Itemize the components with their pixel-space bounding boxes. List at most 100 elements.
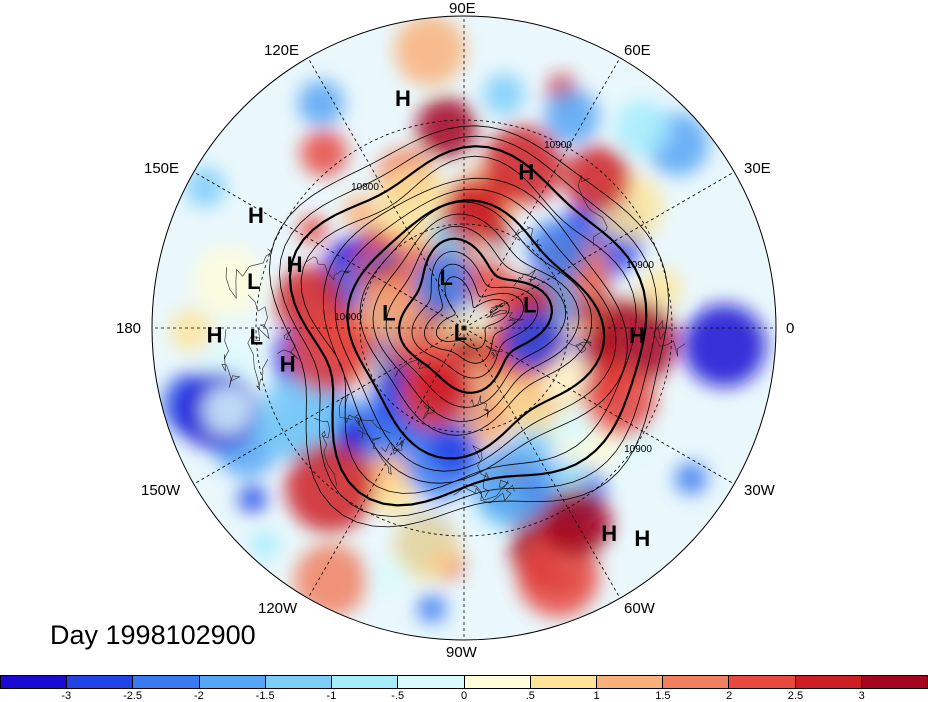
anomaly-blob (615, 99, 671, 155)
colorbar-swatch (464, 676, 531, 688)
anomaly-blob (541, 488, 612, 559)
colorbar-tick-label: -1.5 (255, 690, 275, 702)
anomaly-blob (285, 442, 376, 533)
coastlines (221, 174, 686, 504)
height-contour (278, 135, 658, 517)
contour-value-label: 10900 (624, 444, 652, 455)
coastline-segment (306, 256, 352, 281)
high-pressure-marker: H (634, 526, 650, 551)
anomaly-blob (468, 260, 519, 311)
colorbar-tick-label: 1.5 (655, 690, 671, 702)
colorbar-swatch (199, 676, 266, 688)
lon-label-0: 0 (786, 320, 795, 337)
colorbar-swatch (398, 676, 465, 688)
coastline-segment (513, 269, 537, 287)
height-contour (268, 125, 669, 528)
meridian-line (307, 57, 465, 329)
latitude-circle (255, 119, 673, 537)
anomaly-blob (526, 220, 587, 280)
low-pressure-marker: L (247, 269, 260, 294)
coastline-segment (314, 417, 338, 487)
lon-label-60w: 60W (624, 600, 655, 617)
anomaly-blob (250, 530, 280, 560)
meridian-line (193, 171, 465, 329)
height-contour (435, 276, 510, 350)
anomaly-blob (639, 267, 682, 310)
high-pressure-marker: H (601, 521, 617, 546)
anomaly-field (162, 16, 766, 624)
low-pressure-marker: L (382, 301, 395, 326)
lat-lon-grid (152, 16, 776, 640)
low-pressure-marker: L (523, 292, 536, 317)
low-pressure-marker: L (250, 325, 263, 350)
coastline-segment (471, 444, 490, 498)
coastline-segment (453, 479, 510, 500)
colorbar-tick-label: -2.5 (123, 690, 143, 702)
coastline-segment (221, 329, 241, 388)
anomaly-blob (201, 384, 253, 436)
coastline-segment (514, 226, 542, 253)
colorbar-tick-label: -2 (193, 690, 204, 702)
lon-label-30e: 30E (744, 160, 771, 177)
colorbar-swatch (861, 676, 928, 688)
contour-value-label: 10000 (334, 312, 362, 323)
colorbar-swatch (332, 676, 399, 688)
low-pressure-marker: L (454, 320, 467, 345)
colorbar-swatch (795, 676, 862, 688)
anomaly-blob (393, 515, 460, 581)
height-contour (411, 250, 539, 379)
height-contour (385, 226, 567, 408)
height-contour (423, 263, 524, 364)
coastline-segment (465, 484, 515, 504)
contour-value-label: 10900 (626, 260, 654, 271)
anomaly-blob (544, 89, 600, 145)
meridian-line (463, 327, 735, 485)
high-pressure-marker: H (395, 86, 411, 111)
height-contour (372, 213, 580, 422)
anomaly-blob (394, 16, 466, 86)
colorbar-swatch (133, 676, 200, 688)
coastline-segment (653, 319, 686, 357)
height-contour (300, 155, 637, 494)
anomaly-blob (193, 246, 262, 316)
anomaly-blob (294, 543, 368, 617)
anomaly-blob (253, 379, 335, 461)
anomaly-blob (552, 405, 596, 448)
contour-labels: 10900 10800 10900 10900 10000 (334, 140, 654, 455)
anomaly-blob (368, 556, 409, 597)
anomaly-blob (453, 332, 485, 363)
lon-label-150w: 150W (141, 482, 181, 499)
colorbar-swatch (265, 676, 333, 688)
lon-label-120w: 120W (258, 600, 298, 617)
contour-value-label: 10900 (544, 140, 572, 151)
colorbar-tick-label: 3 (858, 690, 865, 702)
anomaly-blob (414, 252, 476, 315)
high-pressure-marker: H (280, 351, 296, 376)
anomaly-blob (184, 167, 226, 208)
lon-label-120e: 120E (264, 42, 300, 59)
lon-label-90e: 90E (449, 0, 476, 17)
map-boundary (151, 15, 777, 641)
lon-label-30w: 30W (744, 482, 775, 499)
high-pressure-marker: H (287, 252, 303, 277)
coastline-segment (489, 301, 505, 313)
meridian-line (193, 327, 465, 485)
anomaly-blob (342, 195, 378, 231)
high-pressure-marker: H (518, 160, 534, 185)
anomaly-blob (412, 359, 463, 410)
contour-value-label: 10800 (351, 182, 379, 193)
high-pressure-marker: H (248, 203, 264, 228)
lon-label-90w: 90W (446, 644, 477, 661)
anomaly-blob (300, 129, 348, 177)
anomaly-blob (563, 145, 631, 213)
colorbar-swatch (1, 676, 68, 688)
low-pressure-marker: L (439, 265, 452, 290)
anomaly-blob (674, 462, 708, 495)
meridian-line (463, 327, 621, 599)
height-contour (397, 237, 554, 394)
lon-label-180: 180 (116, 320, 142, 337)
anomaly-blob (373, 475, 416, 518)
